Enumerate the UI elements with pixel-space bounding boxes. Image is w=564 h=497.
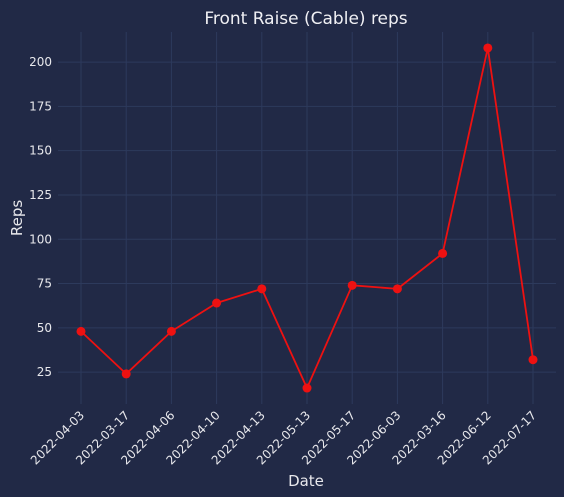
y-tick-label: 175 <box>29 99 52 113</box>
data-point <box>76 326 86 336</box>
data-point <box>166 326 176 336</box>
data-point <box>212 298 222 308</box>
y-tick-label: 100 <box>29 232 52 246</box>
y-tick-label: 50 <box>37 321 52 335</box>
data-point <box>392 284 402 294</box>
data-point <box>438 248 448 258</box>
y-tick-label: 75 <box>37 277 52 291</box>
x-axis-label: Date <box>288 472 324 490</box>
y-tick-label: 150 <box>29 144 52 158</box>
data-point <box>121 369 131 379</box>
series <box>76 43 538 393</box>
data-point <box>347 280 357 290</box>
data-point <box>257 284 267 294</box>
y-tick-label: 200 <box>29 55 52 69</box>
chart-title: Front Raise (Cable) reps <box>204 9 407 29</box>
x-axis-ticks: 2022-04-032022-03-172022-04-062022-04-10… <box>28 408 539 467</box>
y-tick-label: 25 <box>37 365 52 379</box>
y-tick-label: 125 <box>29 188 52 202</box>
data-point <box>528 355 538 365</box>
grid <box>58 32 556 404</box>
data-point <box>483 43 493 53</box>
data-point <box>302 383 312 393</box>
y-axis-ticks: 25 50 75 100 125 150 175 200 <box>29 55 52 379</box>
y-axis-label: Reps <box>8 200 26 236</box>
